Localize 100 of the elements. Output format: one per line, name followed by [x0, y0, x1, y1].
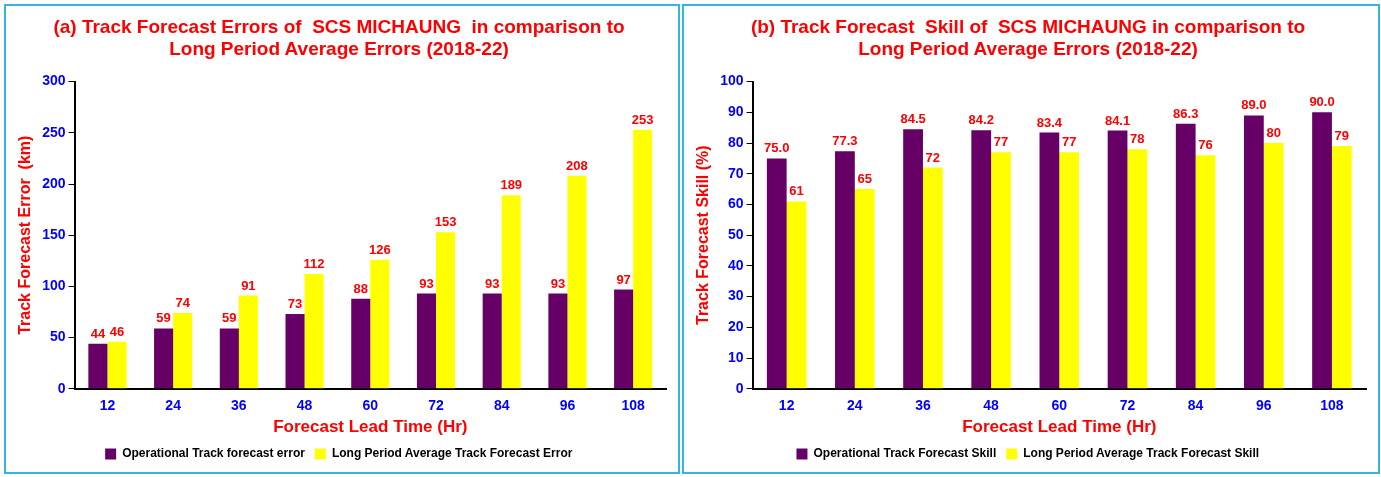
data-label: 59 — [156, 310, 171, 326]
data-label: 83.4 — [1036, 114, 1063, 130]
data-label: 89.0 — [1241, 97, 1267, 113]
chart-title: (b) Track Forecast Skill of SCS MICHAUNG in comparison to Long Period Average Errors (2018-22) — [750, 15, 1306, 60]
bar — [351, 298, 371, 389]
legend-label: Operational Track forecast error — [122, 446, 306, 461]
bar — [370, 259, 390, 389]
bar — [482, 293, 502, 389]
data-label: 208 — [566, 157, 588, 173]
bar — [922, 167, 943, 389]
bar — [154, 328, 174, 389]
x-tick-label: 72 — [1119, 397, 1136, 414]
x-tick-label: 96 — [559, 397, 576, 414]
y-axis-title: Track Forecast Skill (%) — [694, 145, 712, 326]
data-label: 88 — [353, 280, 368, 296]
y-tick-label: 100 — [720, 72, 744, 89]
bar — [219, 328, 239, 389]
x-tick-label: 12 — [778, 397, 795, 414]
y-tick-label: 0 — [735, 379, 744, 396]
bar — [88, 343, 108, 389]
bar — [436, 232, 456, 389]
data-label: 77 — [1061, 134, 1077, 150]
x-tick-label: 72 — [428, 397, 444, 414]
legend-label: Operational Track Forecast Skill — [813, 446, 997, 461]
x-tick-label: 12 — [99, 397, 116, 414]
y-tick-label: 100 — [42, 277, 66, 294]
bar — [1331, 146, 1352, 389]
y-tick-label: 50 — [727, 226, 744, 243]
data-label: 61 — [789, 183, 804, 199]
bar — [971, 130, 992, 389]
y-tick-label: 60 — [727, 195, 744, 212]
data-label: 44 — [90, 325, 106, 341]
data-label: 86.3 — [1173, 105, 1199, 121]
bar — [835, 151, 855, 389]
data-label: 84.2 — [968, 112, 994, 128]
bar — [1195, 155, 1216, 389]
data-label: 97 — [616, 271, 631, 287]
y-tick-label: 50 — [49, 328, 66, 345]
bar — [1059, 152, 1080, 389]
bar — [548, 293, 568, 389]
data-label: 90.0 — [1309, 94, 1335, 110]
data-label: 84.1 — [1104, 112, 1131, 128]
x-tick-label: 24 — [165, 397, 182, 414]
x-tick-label: 48 — [296, 397, 313, 414]
bar — [1127, 149, 1148, 389]
data-label: 78 — [1130, 131, 1145, 147]
data-label: 79 — [1334, 128, 1350, 144]
y-tick-label: 10 — [727, 348, 744, 365]
data-label: 112 — [303, 256, 325, 272]
data-label: 76 — [1198, 137, 1213, 153]
x-tick-label: 36 — [915, 397, 931, 414]
data-label: 93 — [550, 275, 566, 291]
bar — [107, 341, 127, 389]
bar — [567, 175, 587, 389]
data-label: 74 — [175, 295, 191, 311]
chart-title: (a) Track Forecast Errors of SCS MICHAUNG in comparison to Long Period Average Errors (2018-22) — [53, 15, 625, 60]
y-tick-label: 20 — [727, 318, 744, 335]
bar — [1107, 130, 1128, 389]
bar — [1039, 132, 1060, 389]
x-tick-label: 96 — [1255, 397, 1272, 414]
bar — [991, 152, 1011, 389]
data-label: 253 — [631, 111, 654, 127]
bar — [238, 295, 258, 389]
x-tick-label: 84 — [1187, 397, 1204, 414]
data-label: 80 — [1266, 125, 1281, 141]
bar — [1263, 143, 1284, 389]
data-label: 77 — [993, 134, 1009, 150]
bar — [501, 195, 521, 389]
data-label: 72 — [925, 149, 941, 165]
bar — [854, 189, 875, 389]
bar — [1175, 123, 1196, 389]
y-tick-label: 0 — [57, 379, 66, 396]
bar — [1243, 115, 1264, 389]
y-tick-label: 200 — [42, 174, 66, 191]
y-tick-label: 250 — [42, 123, 66, 140]
x-tick-label: 60 — [362, 397, 379, 414]
bar — [633, 129, 653, 389]
data-label: 77.3 — [832, 133, 858, 149]
y-tick-label: 40 — [727, 256, 744, 273]
x-tick-label: 108 — [1320, 397, 1344, 414]
y-tick-label: 80 — [727, 133, 744, 150]
bar — [614, 289, 634, 389]
data-label: 189 — [500, 177, 523, 193]
legend-label: Long Period Average Track Forecast Skill — [1023, 446, 1260, 461]
data-label: 91 — [241, 277, 256, 293]
y-tick-label: 150 — [42, 226, 66, 243]
y-tick-label: 30 — [727, 287, 744, 304]
x-axis-title: Forecast Lead Time (Hr) — [962, 417, 1157, 437]
data-label: 75.0 — [764, 140, 790, 156]
x-tick-label: 48 — [983, 397, 1000, 414]
y-tick-label: 90 — [727, 103, 744, 120]
bar — [416, 293, 436, 389]
bar — [173, 313, 193, 389]
x-tick-label: 36 — [231, 397, 247, 414]
bar — [304, 274, 324, 389]
y-tick-label: 300 — [42, 72, 66, 89]
legend-label: Long Period Average Track Forecast Error — [331, 446, 573, 461]
data-label: 46 — [109, 323, 125, 339]
data-label: 93 — [419, 275, 434, 291]
data-label: 153 — [434, 214, 457, 230]
